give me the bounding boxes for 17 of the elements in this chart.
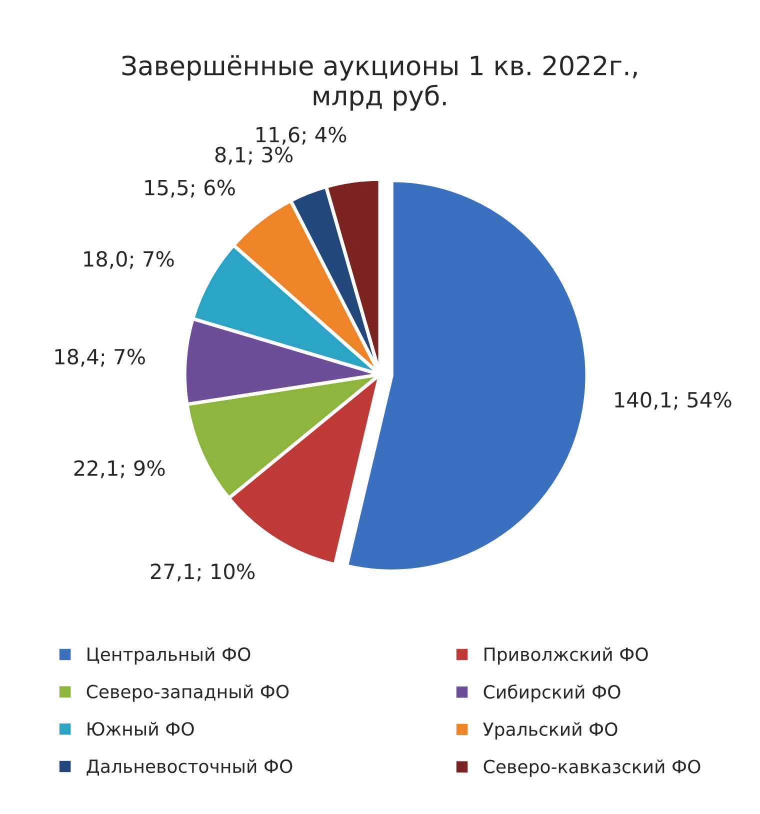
data-label: 11,6; 4% xyxy=(256,126,346,145)
data-label: 8,1; 3% xyxy=(215,146,293,165)
legend-label: Северо-кавказский ФО xyxy=(484,760,700,777)
legend-label: Уральский ФО xyxy=(483,722,618,740)
data-label: 22,1; 9% xyxy=(74,460,165,478)
legend-label: Центральный ФО xyxy=(88,647,250,665)
legend-label: Приволжский ФО xyxy=(484,647,648,665)
legend-label: Северо-западный ФО xyxy=(86,684,289,702)
legend-label: Дальневосточный ФО xyxy=(86,759,292,776)
data-label: 140,1; 54% xyxy=(615,392,732,410)
chart-title: Завершённые аукционы 1 кв. 2022г., млрд руб. xyxy=(122,55,637,111)
legend-label: Сибирский ФО xyxy=(484,684,620,702)
data-label: 18,0; 7% xyxy=(84,251,174,269)
data-label: 15,5; 6% xyxy=(145,180,235,198)
data-label: 18,4; 7% xyxy=(55,348,145,367)
data-label: 27,1; 10% xyxy=(150,564,255,582)
legend-label: Южный ФО xyxy=(88,722,194,736)
